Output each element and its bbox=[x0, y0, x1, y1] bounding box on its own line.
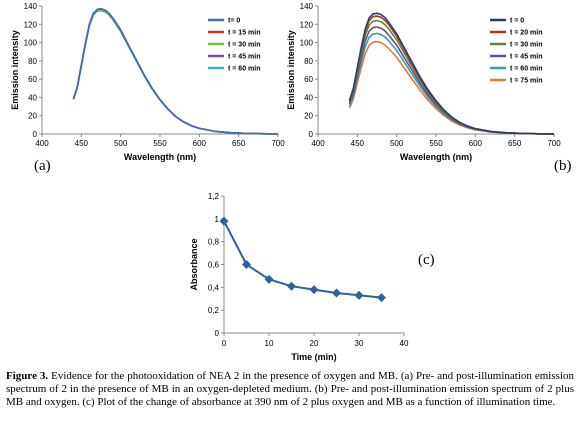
y-tick-label: 40 bbox=[28, 93, 37, 102]
caption-prefix: Figure 3. bbox=[6, 370, 49, 382]
y-tick-label: 0 bbox=[33, 130, 38, 139]
y-tick-label: 80 bbox=[28, 57, 37, 66]
chart-a: 0 20 40 60 80 100 120 140 400 450 500 550 600 650 700 W… bbox=[0, 0, 290, 162]
x-tick-label: 450 bbox=[75, 139, 89, 148]
x-tick-label: 600 bbox=[469, 139, 483, 148]
data-point bbox=[219, 216, 229, 226]
legend-label: t = 60 min bbox=[228, 66, 260, 73]
x-tick-label: 550 bbox=[153, 139, 167, 148]
x-axis-label: Time (min) bbox=[291, 352, 336, 362]
y-tick-label: 0,8 bbox=[208, 238, 220, 247]
legend-label: t = 45 min bbox=[228, 54, 260, 61]
y-tick-label: 40 bbox=[304, 93, 313, 102]
x-tick-label: 400 bbox=[35, 139, 49, 148]
y-tick-label: 100 bbox=[300, 39, 314, 48]
chart-b-svg: 0 20 40 60 80 100 120 140 400 450 500 550 600 650 700 W… bbox=[286, 2, 561, 162]
caption-text: Evidence for the photooxidation of NEA 2… bbox=[6, 370, 574, 408]
y-tick-label: 60 bbox=[304, 75, 313, 84]
legend-label: t = 15 min bbox=[228, 30, 260, 37]
data-point bbox=[264, 274, 274, 284]
panel-label-c: (c) bbox=[418, 252, 435, 268]
x-axis-label: Wavelength (nm) bbox=[400, 152, 472, 162]
data-point bbox=[287, 281, 296, 291]
legend-label: t= 0 bbox=[228, 18, 240, 25]
chart-c: 0 0,2 0,4 0,6 0,8 1 1,2 0 10 20 30 40 Time (min) Abso… bbox=[170, 184, 420, 364]
y-tick-label: 1 bbox=[215, 215, 220, 224]
legend-label: t = 45 min bbox=[510, 54, 542, 61]
x-tick-label: 650 bbox=[232, 139, 246, 148]
figure-caption: Figure 3. Evidence for the photooxidatio… bbox=[6, 370, 574, 409]
y-tick-label: 0 bbox=[309, 130, 314, 139]
x-tick-label: 400 bbox=[311, 139, 325, 148]
x-tick-label: 650 bbox=[508, 139, 522, 148]
legend-label: t = 60 min bbox=[510, 66, 542, 73]
y-axis-label: Emission intensity bbox=[10, 30, 20, 110]
legend-label: t = 30 min bbox=[228, 42, 260, 49]
chart-c-svg: 0 0,2 0,4 0,6 0,8 1 1,2 0 10 20 30 40 Time (min) Abso… bbox=[189, 192, 409, 362]
y-tick-label: 60 bbox=[28, 75, 37, 84]
chart-a-svg: 0 20 40 60 80 100 120 140 400 450 500 550 600 650 700 W… bbox=[10, 2, 285, 162]
data-point bbox=[332, 288, 341, 298]
x-tick-label: 600 bbox=[193, 139, 207, 148]
y-tick-label: 140 bbox=[24, 2, 38, 11]
y-tick-label: 0,4 bbox=[208, 283, 220, 292]
y-tick-label: 20 bbox=[304, 112, 313, 121]
series-line bbox=[223, 220, 382, 299]
data-point bbox=[377, 293, 386, 303]
y-tick-label: 140 bbox=[300, 2, 314, 11]
x-axis-label: Wavelength (nm) bbox=[124, 152, 196, 162]
series-line bbox=[72, 7, 279, 135]
data-point bbox=[242, 260, 251, 269]
legend-label: t = 30 min bbox=[510, 42, 542, 49]
x-tick-label: 10 bbox=[265, 339, 274, 348]
legend-label: t = 0 bbox=[510, 18, 524, 25]
legend-label: t = 75 min bbox=[510, 78, 542, 85]
y-tick-label: 20 bbox=[28, 112, 37, 121]
y-axis-label: Emission intensity bbox=[286, 30, 296, 110]
series-line bbox=[348, 12, 555, 135]
y-tick-label: 120 bbox=[300, 20, 314, 29]
x-tick-label: 700 bbox=[547, 139, 561, 148]
x-tick-label: 0 bbox=[222, 339, 227, 348]
x-tick-label: 20 bbox=[310, 339, 319, 348]
data-point bbox=[354, 290, 364, 300]
panel-label-a: (a) bbox=[34, 158, 51, 174]
y-tick-label: 80 bbox=[304, 57, 313, 66]
legend-label: t = 20 min bbox=[510, 30, 542, 37]
y-tick-label: 1,2 bbox=[208, 192, 220, 201]
y-tick-label: 0,2 bbox=[208, 306, 220, 315]
y-tick-label: 120 bbox=[24, 20, 38, 29]
x-tick-label: 550 bbox=[429, 139, 443, 148]
y-axis-label: Absorbance bbox=[189, 238, 199, 290]
x-tick-label: 700 bbox=[271, 139, 285, 148]
x-tick-label: 30 bbox=[355, 339, 364, 348]
x-tick-label: 500 bbox=[114, 139, 128, 148]
x-tick-label: 500 bbox=[390, 139, 404, 148]
x-tick-label: 40 bbox=[400, 339, 409, 348]
y-tick-label: 100 bbox=[24, 39, 38, 48]
panel-label-b: (b) bbox=[554, 158, 572, 174]
x-tick-label: 450 bbox=[351, 139, 365, 148]
y-tick-label: 0 bbox=[215, 329, 220, 338]
data-point bbox=[309, 285, 319, 295]
chart-b: 0 20 40 60 80 100 120 140 400 450 500 550 600 650 700 W… bbox=[286, 0, 580, 162]
y-tick-label: 0,6 bbox=[208, 261, 220, 270]
